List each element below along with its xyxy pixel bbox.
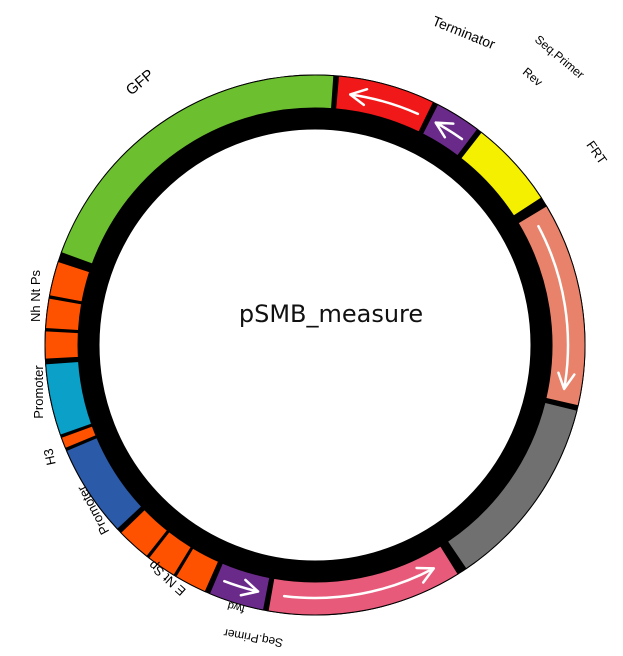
arrow-salmon xyxy=(537,224,576,391)
label-promoter-upper: Promoter xyxy=(31,365,46,419)
feature-e-nt-sp-1 xyxy=(175,547,220,593)
feature-e-nt-sp-3 xyxy=(120,508,169,558)
feature-e-nt-sp-2 xyxy=(148,531,192,576)
label-nh-nt-ps: Nh Nt Ps xyxy=(28,269,43,322)
arrow-seq-primer-fwd xyxy=(223,578,260,597)
feature-nh-nt-ps-1 xyxy=(44,330,79,360)
feature-h3 xyxy=(60,425,97,449)
feature-terminator xyxy=(335,75,435,133)
feature-grey-region xyxy=(446,401,578,570)
feature-nh-nt-ps-3 xyxy=(48,260,91,303)
label-gfp: GFP xyxy=(123,66,158,99)
label-terminator: Terminator xyxy=(430,13,498,53)
label-h3: H3 xyxy=(41,447,59,466)
label-seq-primer-fwd-2: fwd xyxy=(226,599,246,615)
inner-disk xyxy=(102,132,528,558)
arrow-terminator xyxy=(348,87,420,116)
feature-promoter-blue xyxy=(65,436,143,530)
feature-promoter-cyan xyxy=(45,360,93,436)
label-seq-primer-rev-2: Rev xyxy=(520,65,545,89)
arrow-pink xyxy=(282,566,436,600)
feature-nh-nt-ps-2 xyxy=(44,297,83,332)
label-frt: FRT xyxy=(583,138,610,167)
label-seq-primer-fwd-1: Seq.Primer xyxy=(223,626,285,650)
feature-frt xyxy=(460,131,543,217)
plasmid-name: pSMB_measure xyxy=(239,300,423,328)
arrow-seq-primer-rev xyxy=(434,121,464,141)
feature-arcs xyxy=(44,74,586,616)
feature-gfp xyxy=(60,74,335,265)
direction-arrows xyxy=(223,87,576,600)
